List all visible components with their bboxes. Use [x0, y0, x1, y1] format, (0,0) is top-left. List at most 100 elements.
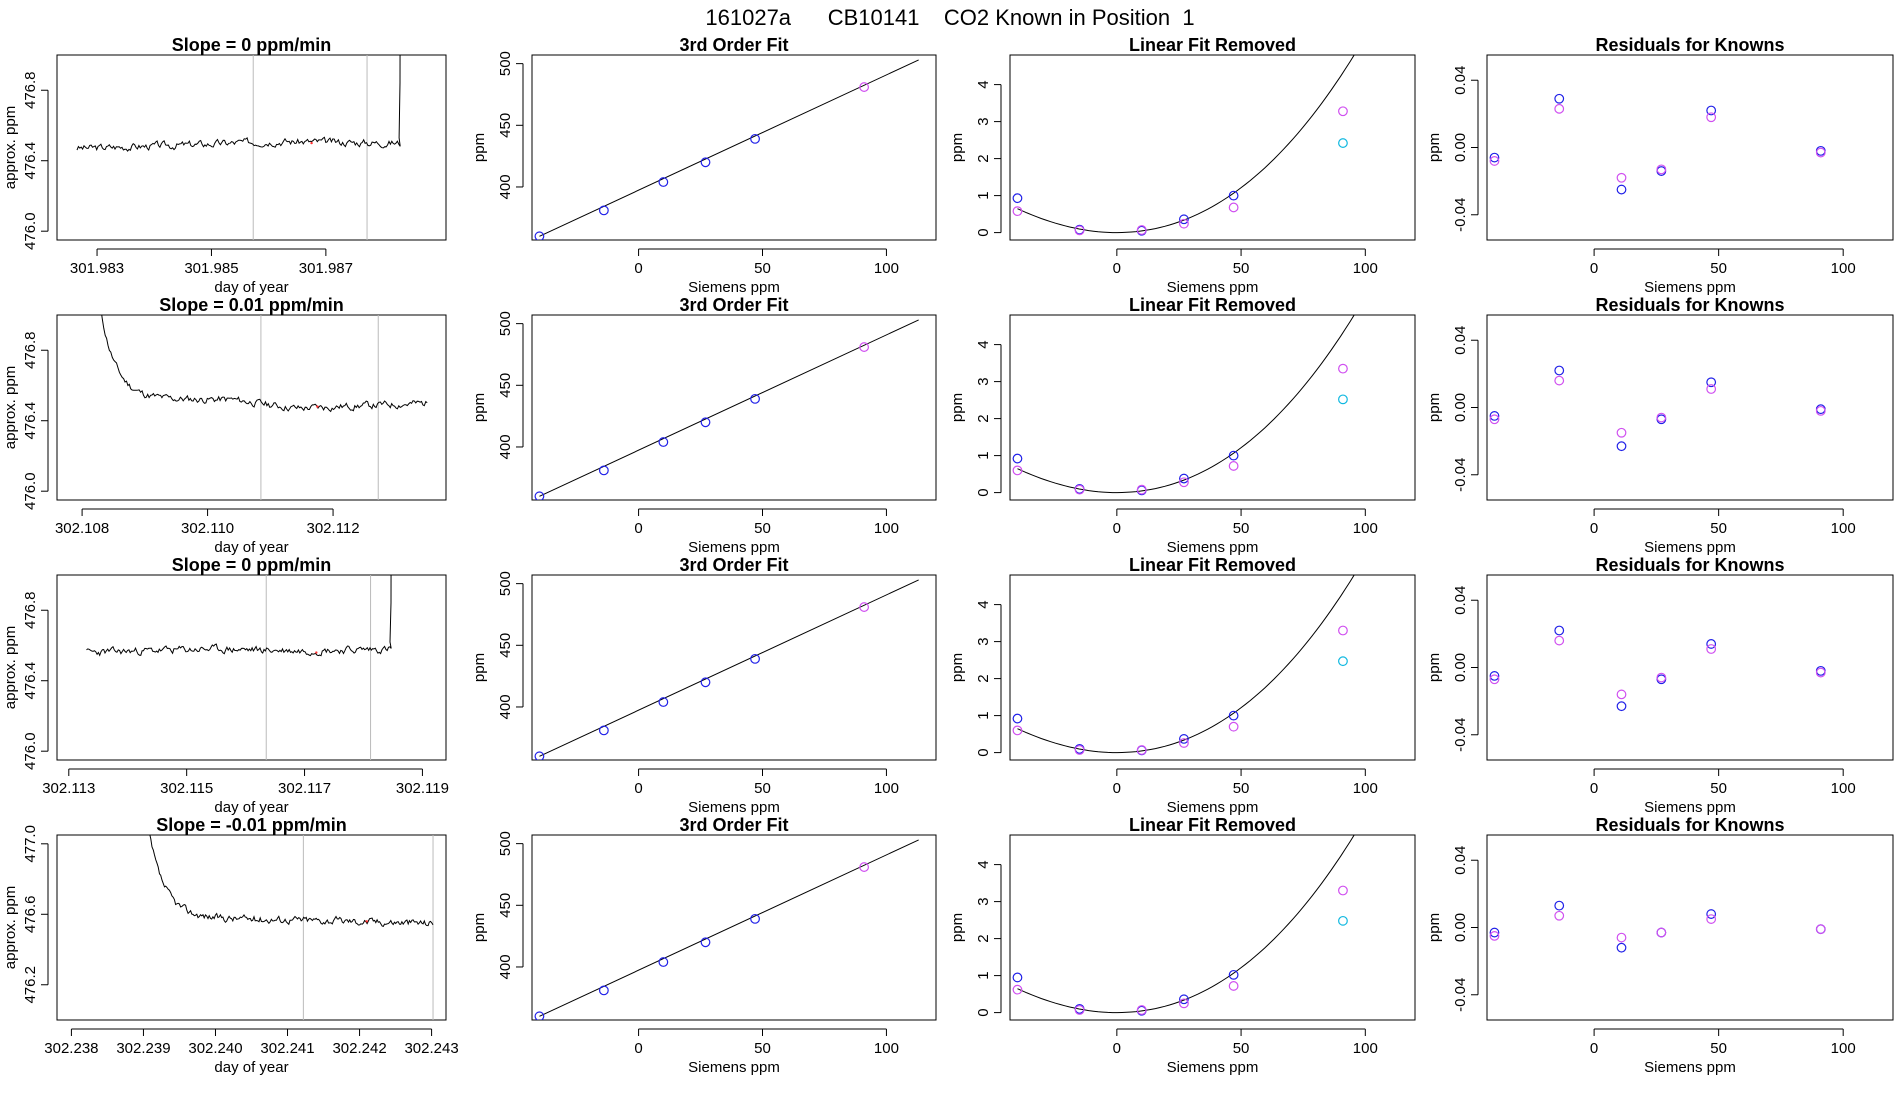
y-tick-label: 2 — [975, 154, 992, 162]
plot-area — [1489, 900, 1826, 953]
x-tick-label: 100 — [1831, 780, 1856, 797]
y-axis-label: ppm — [1426, 913, 1443, 942]
x-tick-label: 302.241 — [260, 1040, 314, 1057]
data-point-magenta — [859, 342, 870, 352]
x-tick-label: 100 — [1353, 520, 1378, 537]
plot-frame — [56, 54, 447, 241]
y-axis: 400 450 500 ppm — [471, 51, 524, 199]
x-tick-label: 302.112 — [307, 520, 360, 537]
y-axis: 0 1 2 3 4 ppm — [949, 80, 1002, 237]
y-axis-label: approx. ppm — [2, 626, 19, 709]
x-tick-label: 50 — [754, 520, 771, 537]
x-tick-label: 302.113 — [42, 780, 95, 797]
panel-title: Linear Fit Removed — [1129, 555, 1296, 575]
data-point-magenta — [1338, 363, 1348, 374]
ppm-trace — [149, 835, 434, 928]
y-tick-label: 4 — [975, 340, 992, 348]
data-point-magenta — [1489, 414, 1500, 425]
x-tick-label: 50 — [1710, 1040, 1727, 1057]
y-tick-label: 3 — [975, 897, 992, 905]
plot-frame — [56, 574, 447, 761]
fit-curve — [1017, 835, 1355, 1014]
data-point-blue — [1228, 710, 1239, 721]
data-point-blue — [1489, 411, 1500, 421]
data-point-blue — [1228, 450, 1239, 461]
plot-area — [534, 839, 919, 1020]
panel-title: Residuals for Knowns — [1595, 555, 1784, 575]
y-axis-label: ppm — [949, 393, 966, 422]
data-point-blue — [700, 677, 711, 688]
y-tick-label: -0.04 — [1452, 198, 1469, 232]
y-tick-label: 0 — [975, 488, 992, 496]
panel-r0-c3: Residuals for Knowns 0 50 100 Siemens ppm -0.… — [1426, 35, 1894, 296]
y-tick-label: 400 — [497, 954, 514, 979]
y-axis-label: ppm — [471, 133, 488, 162]
y-axis-label: ppm — [1426, 133, 1443, 162]
x-tick-label: 0 — [1590, 1040, 1598, 1057]
panel-title: Slope = 0 ppm/min — [172, 555, 332, 575]
y-axis: -0.04 0.00 0.04 ppm — [1426, 846, 1479, 1012]
plot-frame — [1486, 834, 1894, 1021]
plot-frame — [1486, 54, 1894, 241]
y-axis-label: ppm — [949, 653, 966, 682]
data-point-magenta — [1489, 674, 1500, 685]
data-point-magenta — [1012, 465, 1023, 476]
y-tick-label: 500 — [497, 831, 514, 856]
x-tick-label: 302.115 — [160, 780, 213, 797]
plot-frame — [531, 834, 937, 1021]
x-axis: 0 50 100 Siemens ppm — [634, 248, 899, 296]
y-tick-label: 0 — [975, 228, 992, 236]
x-axis-label: day of year — [214, 799, 288, 816]
panel-r1-c2: Linear Fit Removed 0 50 100 Siemens ppm 0 1 2 3 4… — [949, 295, 1416, 556]
data-point-magenta — [1228, 202, 1239, 213]
x-tick-label: 50 — [754, 780, 771, 797]
data-point-magenta — [1338, 625, 1348, 636]
y-tick-label: 1 — [975, 971, 992, 979]
y-tick-label: 400 — [497, 694, 514, 719]
x-axis-label: Siemens ppm — [1167, 539, 1259, 556]
y-axis-label: approx. ppm — [2, 106, 19, 189]
data-point-magenta — [1656, 927, 1667, 938]
y-tick-label: 400 — [497, 174, 514, 199]
x-tick-label: 50 — [1233, 1040, 1250, 1057]
figure-title: 161027a CB10141 CO2 Known in Position 1 — [705, 5, 1194, 30]
y-tick-label: 2 — [975, 674, 992, 682]
y-axis: 0 1 2 3 4 ppm — [949, 860, 1002, 1017]
y-tick-label: -0.04 — [1452, 458, 1469, 492]
x-axis: 302.238 302.239 302.240 302.241 302.242 302.2… — [44, 1028, 459, 1076]
x-tick-label: 50 — [1710, 780, 1727, 797]
data-point-blue — [1179, 214, 1189, 225]
y-tick-label: 476.0 — [22, 732, 39, 770]
y-axis: 400 450 500 ppm — [471, 571, 524, 719]
data-point-magenta — [1554, 103, 1565, 114]
data-point-magenta — [1074, 484, 1085, 495]
x-tick-label: 302.117 — [278, 780, 331, 797]
data-point-blue — [598, 465, 609, 476]
y-tick-label: 2 — [975, 414, 992, 422]
data-point-magenta — [1228, 981, 1239, 991]
data-point-magenta — [1338, 885, 1348, 896]
data-point-magenta — [1012, 984, 1023, 995]
data-point-magenta — [1136, 1005, 1147, 1015]
data-point-blue — [658, 437, 669, 447]
x-tick-label: 0 — [1113, 260, 1121, 277]
panel-r2-c3: Residuals for Knowns 0 50 100 Siemens ppm -0.… — [1426, 555, 1894, 816]
x-tick-label: 301.985 — [184, 260, 238, 277]
y-axis-label: ppm — [471, 653, 488, 682]
fit-line — [539, 579, 919, 757]
data-point-blue — [534, 491, 545, 500]
data-point-magenta — [1815, 405, 1826, 416]
y-tick-label: -0.04 — [1452, 978, 1469, 1012]
x-tick-label: 0 — [634, 260, 642, 277]
data-point-magenta — [1179, 477, 1189, 488]
y-axis-label: approx. ppm — [2, 366, 19, 449]
panel-r0-c0: Slope = 0 ppm/min 301.983 301.985 301.987 da… — [2, 35, 447, 296]
x-tick-label: 100 — [1831, 1040, 1856, 1057]
data-point-magenta — [1706, 384, 1717, 394]
x-tick-label: 0 — [1113, 780, 1121, 797]
x-tick-label: 302.242 — [332, 1040, 386, 1057]
